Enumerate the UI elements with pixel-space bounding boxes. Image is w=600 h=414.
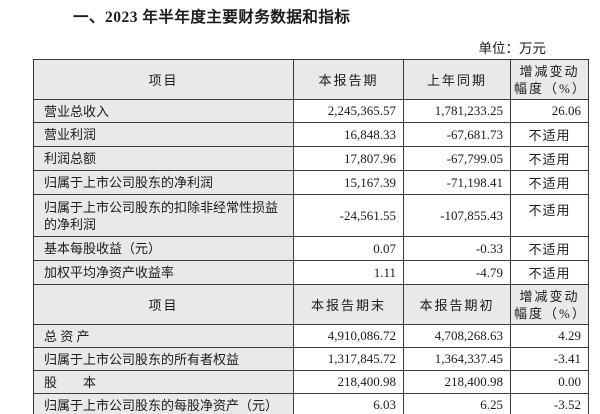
row-current-value: 1.11 <box>293 260 404 285</box>
table-row-basic-eps: 基本每股收益（元） 0.07 -0.33 不适用 <box>33 236 589 261</box>
row-prior-value: -71,198.41 <box>403 170 511 195</box>
row-change-value: 不适用 <box>510 122 589 147</box>
row-current-value: 2,245,365.57 <box>293 99 404 123</box>
row-label: 营业总收入 <box>33 99 294 123</box>
row-change-value: 不适用 <box>510 260 589 285</box>
row-prior-value: 1,364,337.45 <box>403 347 511 371</box>
row-current-value: -24,561.55 <box>293 194 404 237</box>
table-row-total-profit: 利润总额 17,807.96 -67,799.05 不适用 <box>33 146 589 171</box>
table-row-owners-equity: 归属于上市公司股东的所有者权益 1,317,845.72 1,364,337.4… <box>33 347 589 371</box>
row-current-value: 0.07 <box>293 236 404 261</box>
header-period-begin: 本报告期初 <box>403 284 511 325</box>
row-prior-value: -107,855.43 <box>403 194 511 237</box>
header-item: 项目 <box>33 59 294 100</box>
row-change-value: -3.52 <box>510 393 589 414</box>
row-label: 归属于上市公司股东的所有者权益 <box>33 347 294 371</box>
row-current-value: 6.03 <box>293 393 404 414</box>
row-change-value: 4.29 <box>510 324 589 348</box>
header-change-line2: 幅度（%） <box>514 305 587 321</box>
table-row-weighted-avg-roe: 加权平均净资产收益率 1.11 -4.79 不适用 <box>33 260 589 285</box>
row-prior-value: 4,708,268.63 <box>403 324 511 348</box>
row-label: 归属于上市公司股东的每股净资产（元） <box>33 393 294 414</box>
row-prior-value: -67,799.05 <box>403 146 511 171</box>
row-change-value: 不适用 <box>510 146 589 171</box>
row-change-value: 0.00 <box>510 370 589 394</box>
table-header-period: 项目 本报告期 上年同期 增减变动 幅度（%） <box>33 59 589 100</box>
row-label: 股 本 <box>33 370 294 394</box>
header-current-period: 本报告期 <box>293 59 404 100</box>
row-change-value: 不适用 <box>510 170 589 195</box>
table-row-net-profit-attributable: 归属于上市公司股东的净利润 15,167.39 -71,198.41 不适用 <box>33 170 589 195</box>
table-row-net-profit-excl-nonrecurring: 归属于上市公司股东的扣除非经常性损益的净利润 -24,561.55 -107,8… <box>33 194 589 237</box>
row-change-value: 不适用 <box>510 194 589 237</box>
table-row-net-assets-per-share: 归属于上市公司股东的每股净资产（元） 6.03 6.25 -3.52 <box>33 393 589 414</box>
row-prior-value: -4.79 <box>403 260 511 285</box>
row-current-value: 1,317,845.72 <box>293 347 404 371</box>
row-change-value: 不适用 <box>510 236 589 261</box>
row-label: 归属于上市公司股东的净利润 <box>33 170 294 195</box>
table-row-total-assets: 总 资 产 4,910,086.72 4,708,268.63 4.29 <box>33 324 589 348</box>
table-row-total-revenue: 营业总收入 2,245,365.57 1,781,233.25 26.06 <box>33 99 589 123</box>
header-item: 项目 <box>33 284 294 325</box>
row-current-value: 218,400.98 <box>293 370 404 394</box>
page-title: 一、2023 年半年度主要财务数据和指标 <box>73 9 351 26</box>
row-prior-value: -67,681.73 <box>403 122 511 147</box>
row-label: 归属于上市公司股东的扣除非经常性损益的净利润 <box>33 194 294 237</box>
row-change-value: 26.06 <box>510 99 589 123</box>
header-prior-period: 上年同期 <box>403 59 511 100</box>
row-prior-value: 218,400.98 <box>403 370 511 394</box>
header-change-line2: 幅度（%） <box>514 80 587 96</box>
row-label: 利润总额 <box>33 146 294 171</box>
row-change-value: -3.41 <box>510 347 589 371</box>
table-row-operating-profit: 营业利润 16,848.33 -67,681.73 不适用 <box>33 122 589 147</box>
table-header-period-end: 项目 本报告期末 本报告期初 增减变动 幅度（%） <box>33 284 589 325</box>
header-period-end: 本报告期末 <box>293 284 404 325</box>
row-prior-value: -0.33 <box>403 236 511 261</box>
row-label: 基本每股收益（元） <box>33 236 294 261</box>
header-change-percent: 增减变动 幅度（%） <box>510 59 589 100</box>
row-label: 加权平均净资产收益率 <box>33 260 294 285</box>
header-change-line1: 增减变动 <box>519 63 580 79</box>
row-prior-value: 6.25 <box>403 393 511 414</box>
row-current-value: 4,910,086.72 <box>293 324 404 348</box>
header-change-line1: 增减变动 <box>519 288 580 304</box>
row-current-value: 16,848.33 <box>293 122 404 147</box>
header-change-percent: 增减变动 幅度（%） <box>510 284 589 325</box>
row-current-value: 17,807.96 <box>293 146 404 171</box>
unit-label: 单位：万元 <box>478 41 547 56</box>
row-current-value: 15,167.39 <box>293 170 404 195</box>
row-label: 营业利润 <box>33 122 294 147</box>
financial-indicators-table: 项目 本报告期 上年同期 增减变动 幅度（%） 营业总收入 2,245,365.… <box>33 59 589 414</box>
row-prior-value: 1,781,233.25 <box>403 99 511 123</box>
row-label: 总 资 产 <box>33 324 294 348</box>
table-row-share-capital: 股 本 218,400.98 218,400.98 0.00 <box>33 370 589 394</box>
